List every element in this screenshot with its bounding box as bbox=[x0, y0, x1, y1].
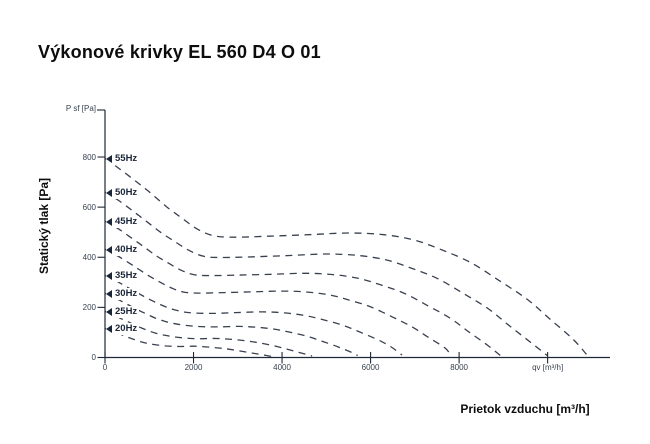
y-tick-label: 0 bbox=[91, 353, 96, 362]
curve-start-marker-icon bbox=[106, 218, 112, 227]
curve-25hz bbox=[104, 310, 313, 357]
page-title: Výkonové krivky EL 560 D4 O 01 bbox=[38, 42, 321, 62]
curve-label-25hz: 25Hz bbox=[106, 306, 140, 319]
curve-35hz bbox=[104, 274, 403, 356]
curve-45hz bbox=[104, 220, 501, 357]
y-tick-label: 600 bbox=[82, 202, 96, 212]
curve-start-marker-icon bbox=[106, 272, 112, 281]
curve-frequency-text: 20Hz bbox=[115, 323, 138, 335]
y-tick-label: 400 bbox=[82, 252, 96, 262]
curve-frequency-text: 40Hz bbox=[115, 244, 138, 256]
curve-start-marker-icon bbox=[106, 325, 112, 334]
curve-label-20hz: 20Hz bbox=[106, 323, 140, 336]
x-tick-label: 4000 bbox=[273, 363, 291, 372]
curve-label-30hz: 30Hz bbox=[106, 288, 140, 301]
x-tick-label: 2000 bbox=[184, 363, 203, 372]
curve-30hz bbox=[104, 292, 359, 357]
curve-40hz bbox=[104, 248, 451, 356]
x-tick-label: 6000 bbox=[361, 363, 380, 372]
curve-label-40hz: 40Hz bbox=[106, 244, 140, 257]
curve-start-marker-icon bbox=[106, 246, 112, 255]
curve-start-marker-icon bbox=[106, 189, 112, 198]
curve-55hz bbox=[104, 157, 588, 356]
curve-frequency-text: 25Hz bbox=[115, 306, 138, 318]
x-axis-unit-label: qv [m³/h] bbox=[532, 363, 564, 372]
curve-label-35hz: 35Hz bbox=[106, 270, 140, 283]
curve-frequency-text: 35Hz bbox=[115, 270, 138, 282]
x-tick-label: 8000 bbox=[450, 363, 468, 372]
x-tick-label: 0 bbox=[102, 363, 108, 372]
curve-frequency-text: 45Hz bbox=[115, 216, 138, 228]
y-tick-label: 800 bbox=[82, 152, 96, 162]
curve-50hz bbox=[104, 191, 548, 357]
y-axis-unit-label: P sf [Pa] bbox=[65, 104, 96, 113]
curve-frequency-text: 55Hz bbox=[115, 153, 138, 165]
curve-label-45hz: 45Hz bbox=[106, 216, 140, 229]
curve-frequency-text: 30Hz bbox=[115, 288, 138, 300]
y-tick-label: 200 bbox=[82, 302, 96, 312]
curve-label-55hz: 55Hz bbox=[106, 153, 140, 166]
curve-frequency-text: 50Hz bbox=[115, 187, 138, 199]
curve-start-marker-icon bbox=[106, 290, 112, 299]
x-axis-title: Prietok vzduchu [m³/h] bbox=[460, 402, 590, 416]
curve-start-marker-icon bbox=[106, 155, 112, 164]
curve-label-50hz: 50Hz bbox=[106, 187, 140, 200]
curve-start-marker-icon bbox=[106, 308, 112, 317]
